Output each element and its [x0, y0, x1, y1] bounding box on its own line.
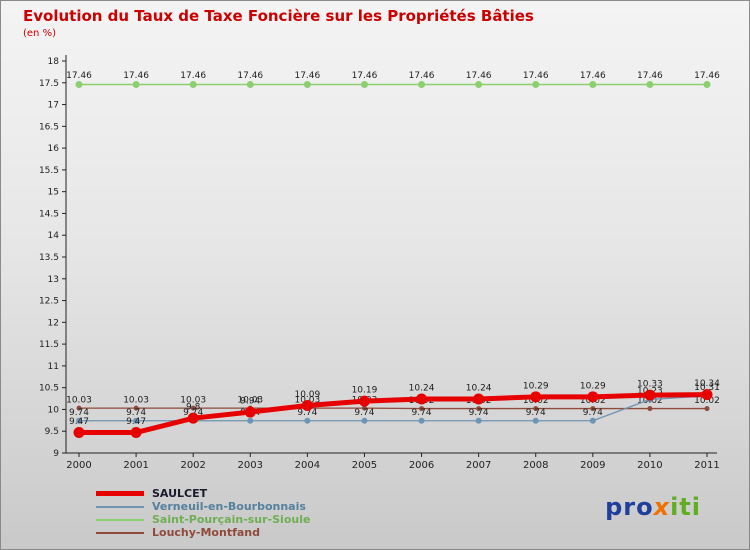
- svg-text:2001: 2001: [123, 460, 148, 471]
- svg-text:14: 14: [48, 231, 60, 241]
- svg-text:10.02: 10.02: [694, 396, 720, 406]
- svg-text:10: 10: [48, 405, 60, 415]
- svg-text:15: 15: [48, 188, 59, 198]
- svg-text:9.8: 9.8: [186, 403, 201, 413]
- svg-text:2005: 2005: [352, 460, 377, 471]
- svg-text:10.24: 10.24: [409, 383, 435, 393]
- svg-text:16: 16: [48, 144, 60, 154]
- svg-text:17.46: 17.46: [637, 71, 663, 81]
- svg-text:2007: 2007: [466, 460, 491, 471]
- legend-item: Louchy-Montfand: [96, 526, 310, 539]
- svg-text:10.33: 10.33: [637, 380, 663, 390]
- chart-title: Evolution du Taux de Taxe Foncière sur l…: [23, 7, 534, 25]
- svg-text:2002: 2002: [180, 460, 205, 471]
- svg-text:10.03: 10.03: [66, 396, 92, 406]
- svg-text:11: 11: [48, 362, 59, 372]
- svg-text:10.5: 10.5: [39, 384, 59, 394]
- svg-text:12: 12: [48, 318, 59, 328]
- legend-line-sample: [96, 518, 144, 521]
- legend-label: Saint-Pourçain-sur-Sioule: [152, 513, 311, 526]
- proxiti-logo: proxiti: [605, 493, 701, 521]
- chart-subtitle: (en %): [23, 28, 56, 39]
- svg-text:2006: 2006: [409, 460, 434, 471]
- svg-text:17: 17: [48, 101, 59, 111]
- svg-text:10.03: 10.03: [180, 396, 206, 406]
- svg-text:9: 9: [53, 449, 59, 459]
- legend-label: Louchy-Montfand: [152, 526, 260, 539]
- logo-text-pre: pro: [605, 493, 654, 521]
- svg-text:17.46: 17.46: [466, 71, 492, 81]
- svg-text:2009: 2009: [580, 460, 605, 471]
- svg-text:9.74: 9.74: [126, 408, 146, 418]
- svg-text:10.24: 10.24: [466, 383, 492, 393]
- svg-text:17.5: 17.5: [39, 79, 59, 89]
- svg-text:10.09: 10.09: [294, 390, 320, 400]
- svg-text:10.31: 10.31: [694, 383, 720, 393]
- legend-line-sample: [96, 505, 144, 508]
- svg-text:13.5: 13.5: [39, 253, 59, 263]
- chart-canvas: 9 9.5 10 10.5 11 11.5 12 12.5 13 13.5 14 14.5 15 15.5…: [39, 55, 720, 471]
- svg-text:10.19: 10.19: [352, 386, 378, 396]
- logo-text-post: iti: [670, 493, 701, 521]
- svg-text:2008: 2008: [523, 460, 548, 471]
- legend-item: Verneuil-en-Bourbonnais: [96, 500, 310, 513]
- svg-text:9.74: 9.74: [69, 408, 89, 418]
- svg-text:18: 18: [48, 57, 60, 67]
- svg-text:9.74: 9.74: [412, 408, 432, 418]
- svg-text:9.5: 9.5: [45, 427, 59, 437]
- svg-text:15.5: 15.5: [39, 166, 59, 176]
- svg-text:14.5: 14.5: [39, 209, 59, 219]
- svg-text:10.29: 10.29: [523, 381, 549, 391]
- svg-text:10.29: 10.29: [580, 381, 606, 391]
- svg-text:17.46: 17.46: [352, 71, 378, 81]
- svg-text:10.03: 10.03: [123, 396, 149, 406]
- svg-text:2011: 2011: [694, 460, 719, 471]
- svg-text:9.47: 9.47: [126, 417, 146, 427]
- svg-text:11.5: 11.5: [39, 340, 59, 350]
- svg-text:10.34: 10.34: [694, 379, 720, 389]
- svg-text:17.46: 17.46: [180, 71, 206, 81]
- svg-text:17.46: 17.46: [123, 71, 149, 81]
- svg-text:10.03: 10.03: [237, 396, 263, 406]
- svg-text:13: 13: [48, 275, 59, 285]
- svg-text:17.46: 17.46: [409, 71, 435, 81]
- svg-text:17.46: 17.46: [694, 71, 720, 81]
- legend-line-sample: [96, 531, 144, 534]
- legend-item: Saint-Pourçain-sur-Sioule: [96, 513, 310, 526]
- svg-text:17.46: 17.46: [294, 71, 320, 81]
- svg-text:9.74: 9.74: [354, 408, 374, 418]
- line-chart: 9 9.5 10 10.5 11 11.5 12 12.5 13 13.5 14 14.5 15 15.5…: [1, 41, 750, 473]
- svg-text:17.46: 17.46: [237, 71, 263, 81]
- svg-text:9.74: 9.74: [526, 408, 546, 418]
- svg-text:2004: 2004: [295, 460, 320, 471]
- svg-text:9.47: 9.47: [69, 417, 89, 427]
- legend-label: SAULCET: [152, 487, 208, 500]
- svg-text:16.5: 16.5: [39, 122, 59, 132]
- legend-line-sample: [96, 491, 144, 496]
- svg-text:9.74: 9.74: [469, 408, 489, 418]
- chart-legend: SAULCET Verneuil-en-Bourbonnais Saint-Pour…: [96, 487, 310, 539]
- svg-text:2000: 2000: [66, 460, 91, 471]
- svg-text:9.94: 9.94: [240, 397, 260, 407]
- logo-x-icon: x: [653, 493, 671, 521]
- svg-text:2003: 2003: [238, 460, 263, 471]
- svg-text:17.46: 17.46: [580, 71, 606, 81]
- svg-text:9.74: 9.74: [297, 408, 317, 418]
- svg-text:2010: 2010: [637, 460, 662, 471]
- legend-item: SAULCET: [96, 487, 310, 500]
- svg-text:17.46: 17.46: [66, 71, 92, 81]
- legend-label: Verneuil-en-Bourbonnais: [152, 500, 306, 513]
- svg-text:12.5: 12.5: [39, 297, 59, 307]
- svg-text:17.46: 17.46: [523, 71, 549, 81]
- svg-text:9.74: 9.74: [583, 408, 603, 418]
